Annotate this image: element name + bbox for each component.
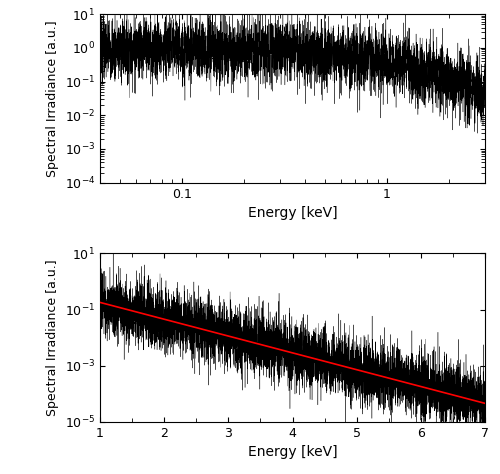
X-axis label: Energy [keV]: Energy [keV] [248,445,338,459]
Y-axis label: Spectral Irradiance [a.u.]: Spectral Irradiance [a.u.] [46,259,60,416]
Y-axis label: Spectral Irradiance [a.u.]: Spectral Irradiance [a.u.] [46,20,59,177]
X-axis label: Energy [keV]: Energy [keV] [248,206,338,220]
